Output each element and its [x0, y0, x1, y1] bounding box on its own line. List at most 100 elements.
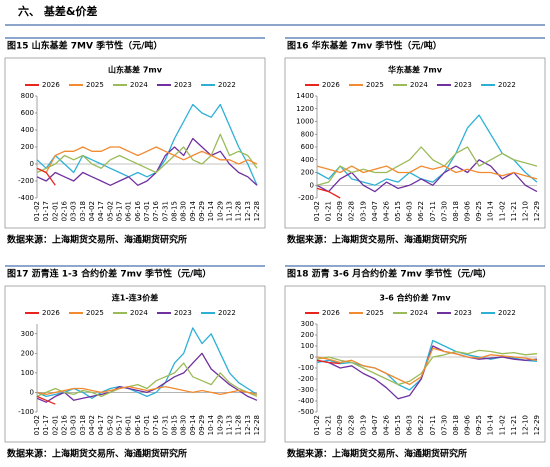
legend-label: 2022 [218, 309, 236, 317]
x-tick-label: 09-25 [475, 201, 483, 221]
x-tick-label: 06-22 [417, 415, 425, 435]
y-tick-label: 600 [301, 143, 314, 151]
series-line [316, 187, 341, 199]
series-line [36, 137, 258, 186]
x-tick-label: 10-14 [207, 200, 215, 221]
y-tick-label: 800 [301, 130, 314, 138]
y-tick-label: 100 [301, 342, 314, 350]
x-tick-label: 01-02 [313, 415, 321, 435]
x-tick-label: 12-29 [533, 415, 541, 435]
y-tick-label: 0 [30, 160, 34, 168]
y-tick-label: 400 [21, 126, 34, 134]
series-line [316, 114, 538, 186]
legend-label: 2025 [366, 81, 384, 89]
series-line [36, 395, 56, 405]
legend-label: 2025 [86, 81, 104, 89]
series-line [316, 159, 538, 193]
x-tick-label: 12-10 [521, 415, 529, 435]
source: 数据来源：上海期货交易所、海通期货研究所 [7, 234, 187, 246]
y-tick-label: 100 [21, 369, 34, 377]
y-tick-label: 1200 [296, 105, 314, 113]
x-tick-label: 12-28 [253, 201, 261, 221]
x-tick-label: 12-10 [521, 201, 529, 221]
x-tick-label: 11-02 [498, 201, 506, 221]
x-tick-label: 02-01 [51, 201, 59, 221]
x-tick-label: 08-30 [180, 415, 188, 435]
figure-label: 图16 华东基差 7mv 季节性（元/吨） [287, 40, 442, 52]
x-tick-label: 05-17 [116, 201, 124, 221]
x-tick-label: 06-03 [406, 201, 414, 221]
x-tick-label: 07-01 [143, 201, 151, 221]
x-tick-label: 08-15 [171, 201, 179, 221]
y-tick-label: 1400 [296, 92, 314, 100]
x-tick-label: 07-01 [143, 415, 151, 435]
y-tick-label: -500 [298, 408, 314, 416]
x-tick-label: 03-18 [79, 201, 87, 221]
x-tick-label: 06-03 [406, 415, 414, 435]
x-tick-label: 03-03 [70, 201, 78, 221]
x-tick-label: 06-01 [125, 415, 133, 435]
x-tick-label: 05-17 [116, 415, 124, 435]
x-tick-label: 07-31 [161, 415, 169, 435]
series-line [316, 165, 538, 180]
x-tick-label: 09-06 [464, 200, 472, 221]
y-tick-label: -200 [298, 194, 314, 202]
legend-label: 2023 [454, 309, 472, 317]
y-tick-label: 800 [21, 92, 34, 100]
x-tick-label: 06-01 [125, 201, 133, 221]
x-tick-label: 03-19 [359, 201, 367, 221]
y-tick-label: 200 [21, 143, 34, 151]
x-tick-label: 02-28 [348, 415, 356, 435]
x-tick-label: 12-29 [533, 201, 541, 221]
x-tick-label: 09-29 [198, 201, 206, 221]
legend-label: 2022 [218, 81, 236, 89]
y-tick-label: 1000 [296, 118, 314, 126]
series-line [316, 359, 341, 365]
x-tick-label: 12-13 [244, 415, 252, 435]
x-tick-label: 02-01 [51, 415, 59, 435]
series-line [36, 385, 258, 396]
x-tick-label: 10-29 [216, 415, 224, 435]
x-tick-label: 07-30 [440, 415, 448, 435]
y-tick-label: 200 [301, 169, 314, 177]
series-line [36, 167, 56, 186]
legend-label: 2026 [322, 309, 340, 317]
figure-label: 图18 沥青 3-6 月合约价差 7mv 季节性（元/吨） [287, 268, 491, 280]
legend-label: 2026 [42, 309, 60, 317]
y-tick-label: 0 [310, 353, 314, 361]
x-tick-label: 01-21 [325, 201, 333, 221]
series-line [316, 349, 538, 386]
y-tick-label: -400 [298, 397, 314, 405]
x-tick-label: 05-15 [394, 415, 402, 435]
x-tick-label: 09-06 [464, 414, 472, 435]
x-tick-label: 08-18 [452, 201, 460, 221]
y-tick-label: -200 [298, 375, 314, 383]
x-tick-label: 06-22 [417, 201, 425, 221]
y-tick-label: 300 [301, 320, 314, 328]
x-tick-label: 01-02 [33, 415, 41, 435]
x-tick-label: 05-02 [106, 415, 114, 435]
legend-label: 2026 [42, 81, 60, 89]
legend-label: 2022 [498, 81, 516, 89]
x-tick-label: 02-28 [348, 201, 356, 221]
x-tick-label: 10-14 [487, 414, 495, 435]
x-tick-label: 02-09 [336, 201, 344, 221]
x-tick-label: 07-31 [161, 201, 169, 221]
x-tick-label: 01-02 [313, 201, 321, 221]
y-tick-label: 200 [21, 349, 34, 357]
legend-label: 2025 [86, 309, 104, 317]
x-tick-label: 04-17 [97, 201, 105, 221]
x-tick-label: 08-18 [452, 415, 460, 435]
section-title: 六、 基差&价差 [18, 4, 97, 18]
chart-box [4, 57, 266, 229]
x-tick-label: 04-07 [371, 201, 379, 221]
x-tick-label: 04-26 [382, 414, 390, 435]
y-tick-label: 400 [301, 156, 314, 164]
x-tick-label: 01-17 [42, 201, 50, 221]
y-tick-label: 600 [21, 109, 34, 117]
chart-title: 3-6 合约价差 7mv [379, 293, 451, 303]
legend-label: 2024 [410, 81, 428, 89]
y-tick-label: -300 [298, 386, 314, 394]
x-tick-label: 04-17 [97, 415, 105, 435]
chart-box [284, 285, 546, 443]
